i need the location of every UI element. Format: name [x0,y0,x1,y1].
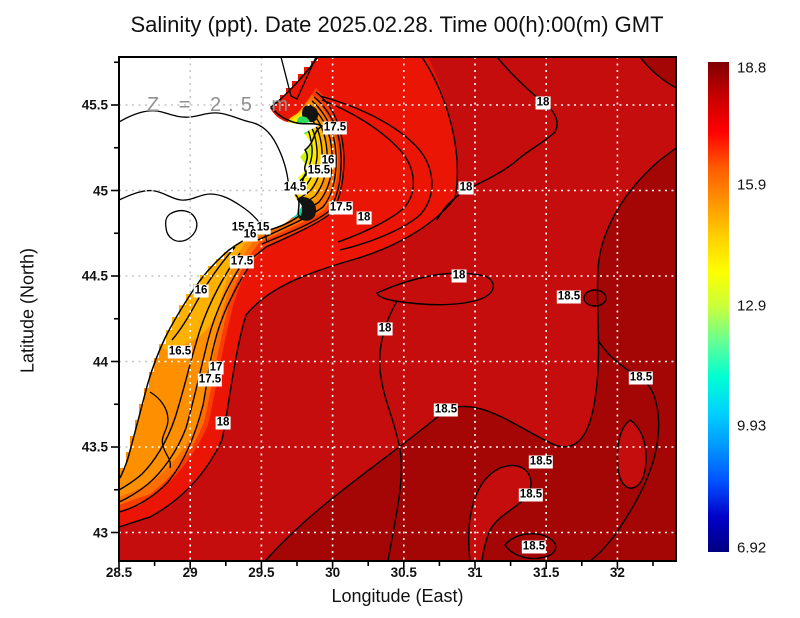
y-tick-label: 45.5 [81,97,108,113]
contour-label-18p5: 18.5 [628,371,654,385]
axis-tick-marks [111,61,654,569]
contour-label-15p5: 15.5 [306,164,332,178]
contour-label-18p5: 18.5 [518,488,544,502]
chart-title: Salinity (ppt). Date 2025.02.28. Time 00… [130,12,664,37]
colorbar-tick-label: 12.9 [737,297,767,315]
contour-label-17: 17 [208,361,224,375]
tongue-lighter-b [617,420,647,489]
contour-label-18p5: 18.5 [528,455,554,469]
y-axis-label: Latitude (North) [17,247,38,374]
x-axis-label: Longitude (East) [331,586,464,606]
high-salinity-spot [584,290,606,306]
contour-label-18p5: 18.5 [521,540,547,554]
colorbar-tick-label: 6.92 [737,539,767,557]
contour-label-18: 18 [215,416,231,430]
colorbar-tick-label: 18.8 [737,59,767,77]
x-tick-label: 30 [325,565,341,580]
x-tick-label: 30.5 [390,565,417,580]
x-tick-label: 28.5 [105,565,133,580]
tongue-lighter-a [468,465,531,561]
contour-label-16: 16 [193,284,209,298]
y-tick-label: 45 [92,183,108,198]
high-salinity-corner [640,57,676,88]
colorbar-tick-label: 15.9 [737,176,767,194]
coastline [119,57,324,479]
contour-label-18: 18 [356,211,372,225]
contour-label-15: 15 [255,221,271,235]
plot-border [118,56,677,562]
x-tick-label: 32 [609,565,625,580]
contour-label-17p5: 17.5 [229,255,255,269]
x-tick-label: 31.5 [533,565,560,580]
contour-label-18p5: 18.5 [556,290,582,304]
contour-label-18: 18 [535,96,551,110]
contour-label-17p5: 17.5 [322,121,348,135]
high-salinity-region [265,148,676,561]
contour-label-18: 18 [377,322,393,336]
x-tick-label: 29.5 [248,565,275,580]
contour-label-17p5: 17.5 [328,201,354,215]
contour-label-16: 16 [242,228,258,242]
y-tick-label: 43.5 [81,439,108,455]
contour-label-18: 18 [458,181,474,195]
x-tick-label: 31 [467,565,483,580]
contour-label-18p5: 18.5 [433,403,459,417]
depth-annotation: Z = 2.5 m [147,94,296,116]
contour-label-14p5: 14.5 [282,181,308,195]
contour-label-16: 16 [320,154,336,168]
x-tick-label: 29 [182,565,198,580]
contour-label-16p5: 16.5 [167,345,193,359]
contour-label-18: 18 [451,269,467,283]
y-tick-label: 44.5 [81,268,108,284]
contour-label-17p5: 17.5 [197,373,223,387]
y-tick-label: 44 [92,354,108,369]
colorbar-tick-label: 9.93 [737,417,767,435]
y-tick-label: 43 [92,525,108,540]
colorbar [708,62,729,552]
